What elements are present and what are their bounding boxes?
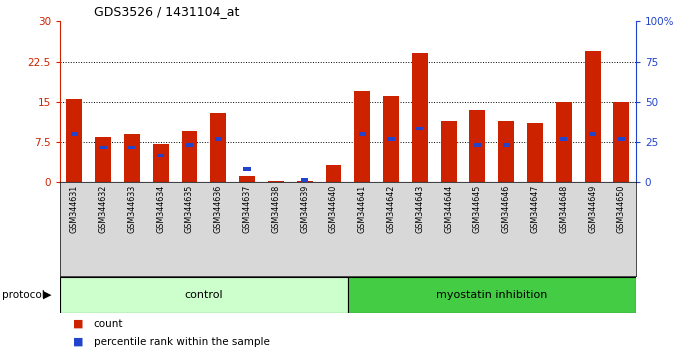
Text: GDS3526 / 1431104_at: GDS3526 / 1431104_at <box>94 5 239 18</box>
Bar <box>416 127 424 131</box>
Text: ▶: ▶ <box>43 290 52 300</box>
Bar <box>383 96 399 182</box>
Bar <box>527 123 543 182</box>
Text: GSM344636: GSM344636 <box>214 185 223 233</box>
Bar <box>560 137 567 141</box>
Text: GSM344650: GSM344650 <box>617 185 626 234</box>
Bar <box>589 132 596 136</box>
Bar <box>268 181 284 182</box>
Text: protocol: protocol <box>2 290 45 300</box>
Bar <box>153 144 169 182</box>
Bar <box>358 132 366 136</box>
Bar <box>215 137 222 141</box>
Text: GSM344647: GSM344647 <box>530 185 539 234</box>
Text: GSM344641: GSM344641 <box>358 185 367 233</box>
Bar <box>585 51 600 182</box>
Bar <box>129 145 135 149</box>
Text: ■: ■ <box>73 337 84 347</box>
Text: count: count <box>94 319 123 329</box>
Bar <box>95 137 111 182</box>
Bar <box>157 154 164 157</box>
Text: control: control <box>184 290 223 300</box>
Bar <box>186 143 193 147</box>
Bar <box>243 167 251 171</box>
Bar <box>124 134 140 182</box>
Text: GSM344634: GSM344634 <box>156 185 165 233</box>
Bar <box>469 110 486 182</box>
Bar <box>503 143 510 147</box>
Text: GSM344632: GSM344632 <box>99 185 107 234</box>
Bar <box>296 181 313 182</box>
Bar <box>556 102 572 182</box>
Bar <box>618 137 625 141</box>
Text: GSM344646: GSM344646 <box>502 185 511 233</box>
Bar <box>182 131 197 182</box>
Text: GSM344642: GSM344642 <box>386 185 396 234</box>
Text: GSM344631: GSM344631 <box>70 185 79 233</box>
Text: GSM344640: GSM344640 <box>329 185 338 233</box>
Text: GSM344639: GSM344639 <box>300 185 309 234</box>
Bar <box>67 99 82 182</box>
Text: GSM344644: GSM344644 <box>444 185 453 233</box>
Bar <box>326 165 341 182</box>
Bar <box>99 145 107 149</box>
Text: GSM344637: GSM344637 <box>243 185 252 234</box>
Text: GSM344633: GSM344633 <box>127 185 136 233</box>
Bar <box>474 143 481 147</box>
Bar <box>347 277 636 313</box>
Bar <box>354 91 370 182</box>
Bar <box>60 277 347 313</box>
Text: GSM344643: GSM344643 <box>415 185 424 233</box>
Bar <box>412 53 428 182</box>
Text: GSM344635: GSM344635 <box>185 185 194 234</box>
Text: ■: ■ <box>73 319 84 329</box>
Bar <box>210 113 226 182</box>
Text: GSM344648: GSM344648 <box>560 185 568 233</box>
Text: GSM344645: GSM344645 <box>473 185 482 234</box>
Text: GSM344638: GSM344638 <box>271 185 280 233</box>
Bar <box>441 121 456 182</box>
Text: myostatin inhibition: myostatin inhibition <box>436 290 547 300</box>
Bar <box>301 178 308 182</box>
Text: percentile rank within the sample: percentile rank within the sample <box>94 337 270 347</box>
Text: GSM344649: GSM344649 <box>588 185 597 234</box>
Bar <box>71 132 78 136</box>
Bar <box>388 137 394 141</box>
Bar <box>613 102 629 182</box>
Bar <box>239 176 255 182</box>
Bar <box>498 121 514 182</box>
